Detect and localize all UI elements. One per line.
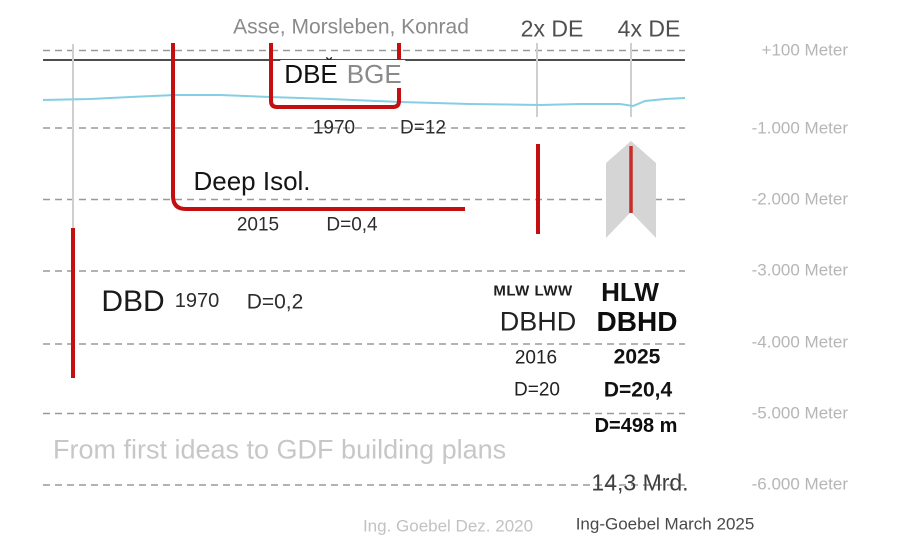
- credit-2025: Ing-Goebel March 2025: [575, 514, 755, 534]
- dbe-diameter: D=12: [400, 117, 446, 139]
- dbhd-hlw-waste-type: HLW: [601, 277, 659, 307]
- deep-isol-diameter: D=0,4: [326, 214, 378, 236]
- slide-caption: From first ideas to GDF building plans: [53, 434, 507, 465]
- bge-name: BGE: [346, 59, 402, 89]
- deep-isol-line: [171, 43, 465, 211]
- water-table-line: [42, 94, 686, 108]
- depth-label-plus100: +100 Meter: [761, 40, 848, 60]
- dbhd-hlw-year: 2025: [613, 345, 661, 369]
- dbd-name: DBD: [101, 285, 165, 318]
- dbhd-mlw-year: 2016: [514, 347, 558, 369]
- depth-label-1000: -1.000 Meter: [751, 118, 848, 138]
- deep-isol-name: Deep Isol.: [193, 166, 311, 196]
- dbe-year: 1970: [312, 117, 356, 139]
- dbd-diameter: D=0,2: [246, 290, 304, 314]
- dbhd-hlw-diameter: D=20,4: [603, 378, 673, 402]
- dbd-year: 1970: [174, 290, 220, 312]
- depth-label-3000: -3.000 Meter: [751, 260, 848, 280]
- dbhd-mlw-diameter: D=20: [514, 379, 560, 401]
- dbhd-hlw-name: DBHD: [593, 308, 681, 336]
- dbhd-mlw-name: DBHD: [496, 308, 580, 336]
- credit-2020: Ing. Goebel Dez. 2020: [362, 516, 534, 536]
- dbhd-mlw-waste-type: MLW LWW: [493, 282, 573, 300]
- dbe-name: DBE: [284, 59, 338, 89]
- column-header-4xde: 4x DE: [617, 15, 681, 42]
- red-depth-markers: [71, 43, 633, 378]
- depth-label-5000: -5.000 Meter: [751, 403, 848, 423]
- title-asse-morsleben-konrad: Asse, Morsleben, Konrad: [233, 15, 469, 39]
- depth-label-2000: -2.000 Meter: [751, 189, 848, 209]
- deep-isol-year: 2015: [236, 214, 280, 236]
- dbe-bge-label: DBE BGE: [280, 59, 406, 89]
- dbe-bracket: [269, 43, 401, 109]
- dbhd-hlw-cost: 14,3 Mrd.: [591, 469, 689, 496]
- depth-label-6000: -6.000 Meter: [751, 474, 848, 494]
- column-header-2xde: 2x DE: [520, 15, 584, 42]
- dbhd-hlw-depth: D=498 m: [594, 415, 678, 437]
- depth-gridlines: [43, 49, 685, 486]
- depth-label-4000: -4.000 Meter: [751, 332, 848, 352]
